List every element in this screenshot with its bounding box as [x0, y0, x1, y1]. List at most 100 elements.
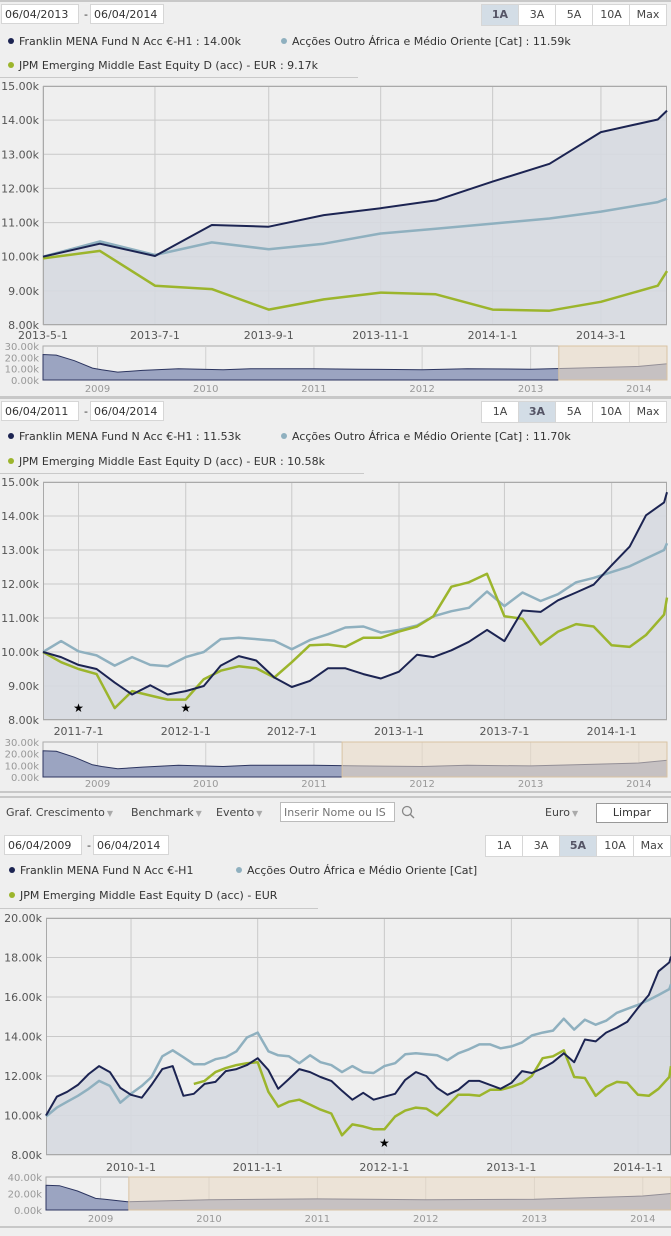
- navigator-y-label: 40.00k: [8, 1173, 43, 1184]
- y-tick-label: 11.00k: [1, 612, 39, 625]
- legend-label: JPM Emerging Middle East Equity D (acc) …: [19, 59, 319, 72]
- range-button-5a[interactable]: 5A: [559, 836, 596, 856]
- navigator-selection-handle[interactable]: [558, 345, 668, 381]
- legend-dot-icon: [236, 867, 242, 873]
- range-button-3a[interactable]: 3A: [522, 836, 559, 856]
- legend-item-jpm[interactable]: JPM Emerging Middle East Equity D (acc) …: [8, 455, 325, 468]
- range-selector: 1A 3A 5A 10A Max: [481, 401, 667, 423]
- navigator-year-label: 2011: [305, 1214, 330, 1225]
- legend-divider: [0, 908, 318, 909]
- event-star-icon[interactable]: ★: [379, 1136, 390, 1150]
- navigator-y-label: 10.00k: [5, 365, 40, 376]
- range-button-1a[interactable]: 1A: [492, 405, 508, 418]
- search-icon[interactable]: [401, 805, 415, 819]
- event-star-icon[interactable]: ★: [73, 701, 84, 715]
- caret-down-icon: ▼: [106, 809, 114, 818]
- series-area-franklin: [43, 110, 667, 325]
- navigator-y-label: 20.00k: [5, 750, 40, 761]
- range-button-10a[interactable]: 10A: [592, 5, 629, 25]
- navigator-year-label: 2013: [522, 1214, 547, 1225]
- growth-chart: 8.00k 10.00k 12.00k 14.00k 16.00k 18.00k 20.00…: [0, 912, 671, 1228]
- x-tick-label: 2012-7-1: [267, 725, 317, 738]
- y-tick-label: 20.00k: [4, 912, 42, 925]
- y-tick-label: 13.00k: [1, 544, 39, 557]
- navigator-year-label: 2009: [85, 384, 110, 395]
- start-date-input[interactable]: [4, 835, 82, 855]
- series-line-category[interactable]: [42, 542, 669, 668]
- growth-chart-dropdown[interactable]: Graf. Crescimento ▼: [6, 806, 113, 819]
- navigator-y-label: 0.00k: [11, 376, 39, 387]
- chart-panel-1: - 1A 3A 5A 10A Max Franklin MENA Fund N …: [0, 0, 671, 398]
- range-button-max[interactable]: Max: [629, 402, 666, 422]
- dropdown-label: Evento: [216, 806, 255, 819]
- range-button-5a[interactable]: 5A: [555, 5, 592, 25]
- y-tick-label: 18.00k: [4, 952, 42, 965]
- series-line-franklin[interactable]: [42, 109, 668, 258]
- legend-item-franklin[interactable]: Franklin MENA Fund N Acc €-H1 : 11.53k: [8, 430, 241, 443]
- navigator-selection-handle[interactable]: [128, 1176, 671, 1211]
- series-line-jpm[interactable]: [42, 572, 669, 710]
- range-button-3a[interactable]: 3A: [518, 402, 555, 422]
- divider: [0, 0, 671, 2]
- y-tick-label: 8.00k: [8, 714, 39, 727]
- navigator-year-label: 2014: [626, 384, 651, 395]
- legend-item-category[interactable]: Acções Outro África e Médio Oriente [Cat…: [281, 35, 571, 48]
- navigator-y-label: 0.00k: [11, 773, 39, 784]
- range-button-5a[interactable]: 5A: [555, 402, 592, 422]
- series-line-franklin[interactable]: [45, 956, 671, 1116]
- navigator-selection-handle[interactable]: [341, 741, 668, 778]
- range-button-max[interactable]: Max: [633, 836, 670, 856]
- y-tick-label: 11.00k: [1, 217, 39, 230]
- end-date-input[interactable]: [93, 835, 169, 855]
- legend-item-franklin[interactable]: Franklin MENA Fund N Acc €-H1: [9, 864, 193, 877]
- x-tick-label: 2013-1-1: [374, 725, 424, 738]
- x-tick-label: 2012-1-1: [359, 1161, 409, 1174]
- navigator-year-label: 2010: [196, 1214, 221, 1225]
- x-tick-label: 2013-7-1: [130, 329, 180, 342]
- range-button-10a[interactable]: 10A: [592, 402, 629, 422]
- legend-item-franklin[interactable]: Franklin MENA Fund N Acc €-H1 : 14.00k: [8, 35, 241, 48]
- search-input[interactable]: [280, 802, 395, 822]
- x-tick-label: 2012-1-1: [161, 725, 211, 738]
- start-date-input[interactable]: [1, 401, 79, 421]
- range-button-1a[interactable]: 1A: [496, 839, 512, 852]
- legend-label: JPM Emerging Middle East Equity D (acc) …: [19, 455, 326, 468]
- series-line-category[interactable]: [45, 983, 671, 1118]
- clear-button[interactable]: Limpar: [596, 803, 668, 823]
- series-line-jpm[interactable]: [42, 249, 669, 312]
- start-date-input[interactable]: [1, 4, 79, 24]
- caret-down-icon: ▼: [195, 809, 202, 818]
- navigator-year-label: 2010: [193, 384, 218, 395]
- end-date-input[interactable]: [90, 4, 164, 24]
- divider: [0, 397, 671, 399]
- currency-dropdown[interactable]: Euro ▼: [545, 806, 578, 819]
- plot-border: [43, 86, 667, 325]
- range-button-1a[interactable]: 1A: [482, 5, 518, 25]
- end-date-input[interactable]: [90, 401, 164, 421]
- navigator-year-label: 2014: [630, 1214, 655, 1225]
- y-tick-label: 12.00k: [1, 578, 39, 591]
- benchmark-dropdown[interactable]: Benchmark ▼: [131, 806, 202, 819]
- x-tick-label: 2013-7-1: [479, 725, 529, 738]
- event-star-icon[interactable]: ★: [180, 701, 191, 715]
- legend-label: Acções Outro África e Médio Oriente [Cat…: [247, 864, 478, 877]
- series-line-franklin[interactable]: [42, 491, 668, 696]
- range-button-max[interactable]: Max: [629, 5, 666, 25]
- legend-divider: [0, 77, 358, 78]
- legend-label: JPM Emerging Middle East Equity D (acc) …: [20, 889, 278, 902]
- date-separator: -: [84, 8, 88, 21]
- dropdown-label: Graf. Crescimento: [6, 806, 105, 819]
- range-button-3a[interactable]: 3A: [518, 5, 555, 25]
- date-separator: -: [87, 839, 91, 852]
- y-tick-label: 12.00k: [1, 182, 39, 195]
- y-tick-label: 13.00k: [1, 148, 39, 161]
- series-line-jpm[interactable]: [193, 1049, 671, 1137]
- legend-item-jpm[interactable]: JPM Emerging Middle East Equity D (acc) …: [9, 889, 277, 902]
- legend-item-category[interactable]: Acções Outro África e Médio Oriente [Cat…: [281, 430, 571, 443]
- navigator-year-label: 2011: [301, 384, 326, 395]
- event-dropdown[interactable]: Evento ▼: [216, 806, 262, 819]
- legend-item-jpm[interactable]: JPM Emerging Middle East Equity D (acc) …: [8, 59, 318, 72]
- legend-item-category[interactable]: Acções Outro África e Médio Oriente [Cat…: [236, 864, 477, 877]
- range-button-10a[interactable]: 10A: [596, 836, 633, 856]
- y-tick-label: 15.00k: [1, 80, 39, 93]
